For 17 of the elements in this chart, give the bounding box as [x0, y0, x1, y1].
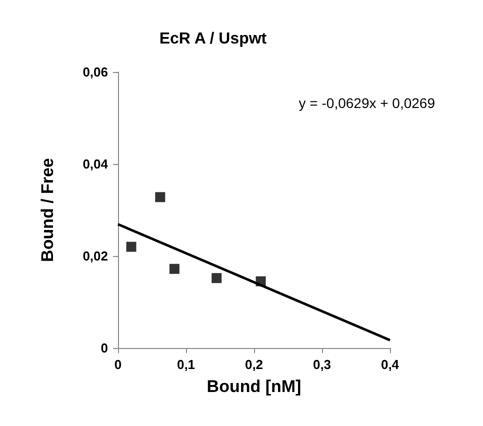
point	[169, 264, 180, 274]
y-tick-label: 0,02	[82, 248, 108, 264]
point	[212, 273, 222, 284]
point	[126, 242, 136, 252]
x-tick-label: 0	[114, 357, 122, 372]
x-tick-label: 0,2	[244, 357, 264, 372]
chart-title: EcR A / Uspwt	[159, 30, 268, 48]
x-tick-label: 0,4	[380, 357, 400, 372]
x-tick-label: 0,3	[312, 357, 332, 372]
annotation: y = -0,0629x + 0,0269	[298, 95, 436, 111]
x-axis-title: Bound [nM]	[206, 377, 302, 396]
y-tick-label: 0	[100, 340, 108, 356]
y-axis-title: Bound / Free	[38, 158, 57, 262]
x-tick-label: 0,1	[176, 357, 196, 372]
point	[155, 192, 166, 202]
y-tick-label: 0,04	[82, 156, 109, 172]
y-tick-label: 0,06	[82, 64, 108, 80]
